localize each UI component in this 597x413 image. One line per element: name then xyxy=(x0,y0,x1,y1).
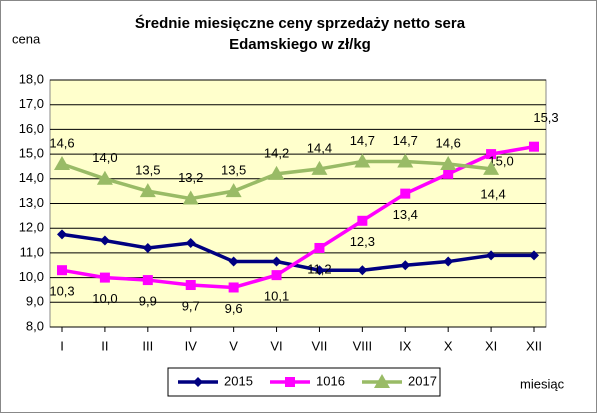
point xyxy=(99,272,110,283)
point xyxy=(271,270,282,281)
x-tick-label: VIII xyxy=(353,338,373,353)
point xyxy=(228,256,239,267)
y-tick-label: 16,0 xyxy=(19,121,44,136)
y-axis-label: cena xyxy=(12,31,41,46)
point xyxy=(314,265,325,276)
data-label: 10,3 xyxy=(49,284,74,299)
data-label: 13,5 xyxy=(135,163,160,178)
point xyxy=(440,155,457,170)
x-axis-label: miesiąc xyxy=(520,376,565,391)
point xyxy=(354,153,371,168)
point xyxy=(285,377,295,387)
x-tick-label: VI xyxy=(270,338,282,353)
point xyxy=(486,250,497,261)
point xyxy=(139,183,156,198)
y-tick-label: 9,0 xyxy=(26,294,44,309)
point xyxy=(311,160,328,175)
legend-label: 2015 xyxy=(224,373,253,388)
data-label: 13,2 xyxy=(178,170,203,185)
x-tick-label: III xyxy=(142,338,153,353)
series-line xyxy=(61,232,534,272)
point xyxy=(357,215,368,226)
y-tick-label: 15,0 xyxy=(19,146,44,161)
data-label: 14,6 xyxy=(436,135,461,150)
x-tick-label: I xyxy=(60,338,64,353)
point xyxy=(54,155,70,170)
point xyxy=(185,280,196,291)
x-tick-label: VII xyxy=(312,338,328,353)
y-tick-label: 8,0 xyxy=(26,318,44,333)
series-line xyxy=(61,144,535,290)
data-label: 9,9 xyxy=(139,294,157,309)
chart-title: Edamskiego w zł/kg xyxy=(229,36,371,53)
point xyxy=(268,165,285,180)
point xyxy=(228,282,239,293)
y-tick-label: 13,0 xyxy=(19,195,44,210)
y-tick-label: 18,0 xyxy=(19,71,44,86)
data-label: 15,3 xyxy=(533,110,558,125)
data-label: 14,4 xyxy=(307,140,332,155)
point xyxy=(443,168,454,179)
point xyxy=(314,242,325,253)
data-label: 9,6 xyxy=(225,301,243,316)
data-label: 12,3 xyxy=(350,234,375,249)
point xyxy=(271,256,282,267)
point xyxy=(374,374,390,388)
point xyxy=(185,238,196,249)
point xyxy=(225,183,242,198)
point xyxy=(400,188,411,199)
point xyxy=(96,170,113,185)
data-label: 14,6 xyxy=(49,135,74,150)
point xyxy=(397,153,414,168)
data-label: 14,2 xyxy=(264,145,289,160)
data-label: 10,1 xyxy=(264,289,289,304)
point xyxy=(483,160,500,175)
data-label: 15,0 xyxy=(488,154,513,169)
data-label: 14,7 xyxy=(393,133,418,148)
point xyxy=(57,265,67,276)
point xyxy=(486,149,497,160)
chart-title: Średnie miesięczne ceny sprzedaży netto … xyxy=(135,14,466,32)
x-tick-label: XII xyxy=(526,338,542,353)
y-tick-label: 11,0 xyxy=(20,244,44,259)
y-tick-label: 10,0 xyxy=(19,269,44,284)
data-label: 13,5 xyxy=(221,163,246,178)
point xyxy=(142,275,153,286)
data-label: 14,4 xyxy=(480,186,505,201)
data-label: 13,4 xyxy=(393,207,418,222)
point xyxy=(142,242,153,253)
data-label: 14,7 xyxy=(350,133,375,148)
y-tick-label: 14,0 xyxy=(19,170,44,185)
x-tick-label: V xyxy=(229,338,238,353)
point xyxy=(182,190,199,205)
x-tick-label: IX xyxy=(399,338,412,353)
point xyxy=(529,250,539,261)
y-tick-label: 12,0 xyxy=(19,220,44,235)
x-tick-label: II xyxy=(101,338,108,353)
point xyxy=(357,265,368,276)
x-tick-label: X xyxy=(444,338,453,353)
point xyxy=(193,377,203,387)
y-tick-label: 17,0 xyxy=(19,96,44,111)
point xyxy=(57,229,67,240)
x-tick-label: IV xyxy=(185,338,198,353)
data-label: 9,7 xyxy=(182,298,200,313)
point xyxy=(400,260,411,271)
legend-label: 1016 xyxy=(316,373,345,388)
data-label: 10,0 xyxy=(92,291,117,306)
legend-label: 2017 xyxy=(408,373,437,388)
point xyxy=(99,235,110,246)
data-label: 11,2 xyxy=(307,261,331,276)
point xyxy=(529,141,539,152)
point xyxy=(443,256,454,267)
data-label: 14,0 xyxy=(92,150,117,165)
x-tick-label: XI xyxy=(485,338,497,353)
